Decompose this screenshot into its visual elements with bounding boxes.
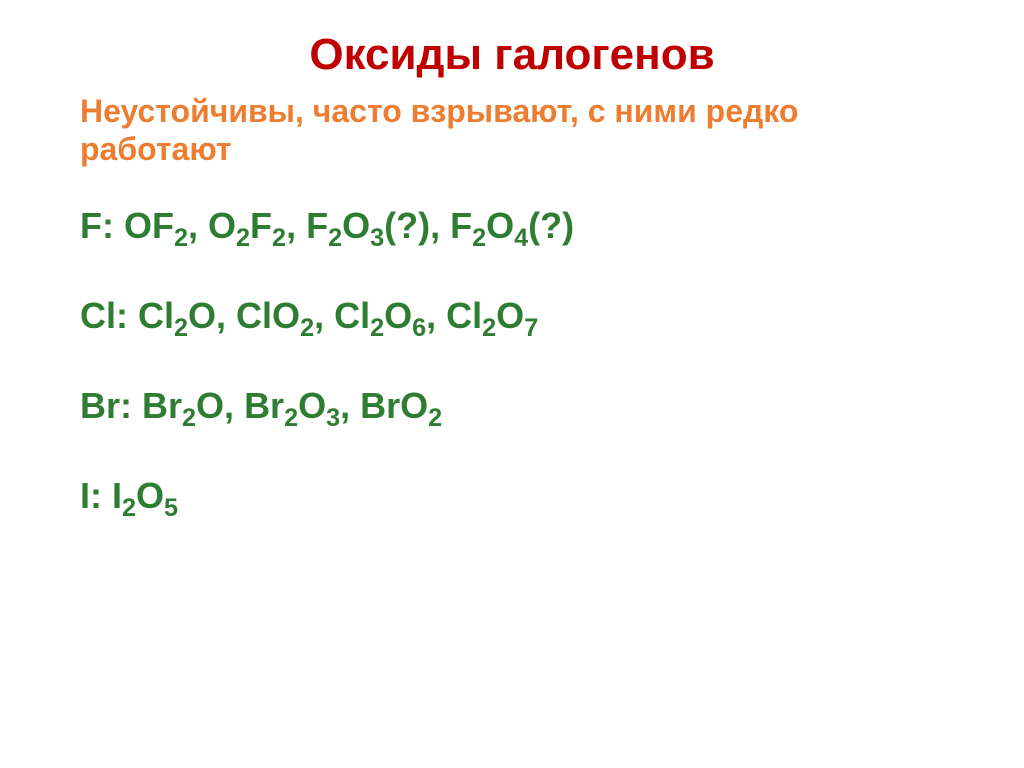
subscript: 5	[164, 494, 178, 522]
formula-line: F: OF2, O2F2, F2O3(?), F2O4(?)	[80, 205, 944, 247]
formula-line: Br: Br2O, Br2O3, BrO2	[80, 385, 944, 427]
slide-title: Оксиды галогенов	[80, 30, 944, 80]
subscript: 2	[328, 224, 342, 252]
slide-subtitle: Неустойчивы, часто взрывают, с ними редк…	[80, 92, 944, 169]
line-prefix: Br:	[80, 385, 142, 426]
slide: Оксиды галогенов Неустойчивы, часто взры…	[0, 0, 1024, 768]
formula-line: I: I2O5	[80, 475, 944, 517]
subscript: 4	[514, 224, 528, 252]
compound: Cl2O	[138, 295, 216, 336]
subscript: 2	[122, 494, 136, 522]
formula-line: Cl: Cl2O, ClO2, Cl2O6, Cl2O7	[80, 295, 944, 337]
subscript: 2	[370, 314, 384, 342]
compound: F2O3(?)	[306, 205, 430, 246]
subscript: 7	[524, 314, 538, 342]
line-prefix: I:	[80, 475, 112, 516]
subscript: 2	[482, 314, 496, 342]
compound: OF2	[124, 205, 188, 246]
content-block: F: OF2, O2F2, F2O3(?), F2O4(?) Cl: Cl2O, …	[80, 205, 944, 517]
subscript: 2	[182, 404, 196, 432]
compound: Cl2O6	[334, 295, 426, 336]
subscript: 6	[412, 314, 426, 342]
subscript: 2	[272, 224, 286, 252]
compound: I2O5	[112, 475, 178, 516]
subscript: 3	[326, 404, 340, 432]
subscript: 2	[300, 314, 314, 342]
compound: BrO2	[360, 385, 442, 426]
subscript: 3	[370, 224, 384, 252]
subscript: 2	[174, 314, 188, 342]
subscript: 2	[236, 224, 250, 252]
compound: O2F2	[208, 205, 286, 246]
compound: ClO2	[236, 295, 314, 336]
compound: Br2O3	[244, 385, 340, 426]
subscript: 2	[174, 224, 188, 252]
subscript: 2	[472, 224, 486, 252]
subscript: 2	[428, 404, 442, 432]
subscript: 2	[284, 404, 298, 432]
line-prefix: F:	[80, 205, 124, 246]
line-prefix: Cl:	[80, 295, 138, 336]
compound: Br2O	[142, 385, 224, 426]
compound: Cl2O7	[446, 295, 538, 336]
compound: F2O4(?)	[450, 205, 574, 246]
